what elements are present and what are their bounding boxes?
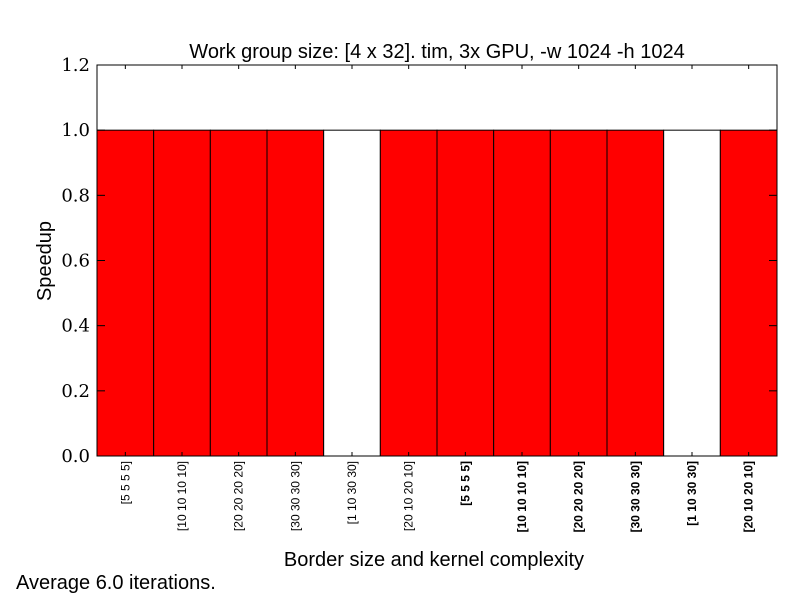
x-axis-label: Border size and kernel complexity	[284, 549, 584, 571]
bar	[663, 129, 721, 457]
bar	[323, 129, 381, 457]
y-tick-label: 1.0	[61, 120, 90, 141]
x-tick-label: [20 20 20 20]	[572, 461, 586, 532]
bar	[209, 129, 268, 457]
y-tick-label: 0.0	[61, 446, 90, 467]
x-tick-label: [5 5 5 5]	[458, 461, 472, 506]
x-tick-label: [20 20 20 20]	[232, 461, 246, 531]
footnote: Average 6.0 iterations.	[16, 572, 216, 594]
y-tick-label: 0.2	[61, 381, 90, 402]
x-tick-label: [30 30 30 30]	[628, 461, 642, 532]
x-tick-label: [20 10 20 10]	[742, 461, 756, 532]
bar	[266, 129, 325, 457]
y-axis-ticks: 0.0 0.2 0.4 0.6 0.8 1.0 1.2	[61, 55, 777, 467]
bar	[549, 129, 608, 457]
y-tick-label: 0.6	[61, 251, 90, 272]
bar	[493, 129, 551, 457]
y-axis-label: Speedup	[34, 221, 56, 301]
x-tick-label: [10 10 10 10]	[515, 461, 529, 532]
x-tick-label: [1 10 30 30]	[685, 461, 699, 526]
x-tick-label: [5 5 5 5]	[118, 461, 132, 504]
y-tick-label: 0.8	[61, 185, 90, 206]
x-tick-label: [30 30 30 30]	[288, 461, 302, 531]
bars-group	[96, 129, 778, 457]
bar	[436, 129, 495, 457]
x-tick-label: [20 10 20 10]	[402, 461, 416, 531]
x-tick-label: [10 10 10 10]	[175, 461, 189, 531]
x-axis-ticks: [5 5 5 5] [10 10 10 10] [20 20 20 20] [30 3…	[118, 65, 756, 532]
bar	[96, 129, 155, 457]
bar	[379, 129, 438, 457]
x-tick-label: [1 10 30 30]	[345, 461, 359, 524]
y-tick-label: 1.2	[61, 55, 90, 76]
bar	[719, 129, 778, 457]
bar	[153, 129, 211, 457]
y-tick-label: 0.4	[61, 316, 90, 337]
bar	[606, 129, 665, 457]
chart-title: Work group size: [4 x 32]. tim, 3x GPU, …	[189, 41, 684, 63]
